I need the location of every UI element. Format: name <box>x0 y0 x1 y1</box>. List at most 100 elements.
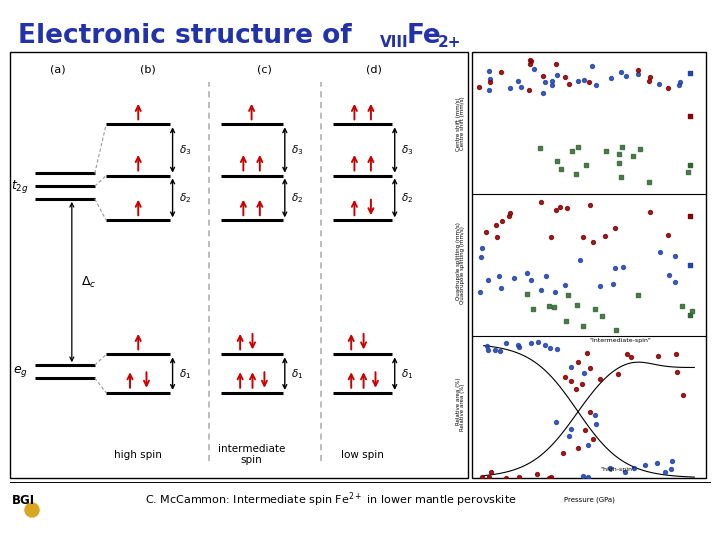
Point <box>515 83 526 91</box>
Point <box>474 253 486 261</box>
Point <box>523 60 535 69</box>
Point <box>485 75 496 83</box>
Point <box>512 76 523 85</box>
Point <box>559 373 571 381</box>
Point <box>665 464 677 473</box>
Point <box>513 472 524 481</box>
Point <box>504 209 516 218</box>
Point <box>651 458 662 467</box>
Point <box>512 341 523 349</box>
Point <box>684 69 696 78</box>
Text: $\delta_1$: $\delta_1$ <box>291 367 303 381</box>
Point <box>610 264 621 272</box>
Text: Centre shift (mm/s): Centre shift (mm/s) <box>460 96 465 150</box>
Point <box>481 228 492 237</box>
Point <box>670 350 682 359</box>
Point <box>584 201 595 210</box>
Point <box>639 461 651 469</box>
Text: $\Delta_c$: $\Delta_c$ <box>81 274 96 289</box>
Point <box>575 256 586 265</box>
Point <box>552 157 563 165</box>
Point <box>590 305 601 313</box>
Point <box>496 216 508 225</box>
Text: 2+: 2+ <box>438 35 462 50</box>
Point <box>588 238 599 247</box>
Point <box>609 224 621 232</box>
Point <box>629 463 640 472</box>
Circle shape <box>25 503 39 517</box>
Point <box>616 143 628 151</box>
Point <box>627 152 639 160</box>
Text: $e_g$: $e_g$ <box>13 364 27 379</box>
Text: "intermediate-spin": "intermediate-spin" <box>589 338 651 343</box>
Point <box>531 469 543 478</box>
Point <box>666 457 678 465</box>
Point <box>513 342 525 351</box>
Point <box>555 164 567 173</box>
Point <box>599 231 611 240</box>
Point <box>669 278 680 286</box>
Point <box>654 80 665 89</box>
Point <box>500 473 512 482</box>
Text: (b): (b) <box>140 64 156 74</box>
Point <box>589 411 600 420</box>
Point <box>572 143 584 152</box>
Point <box>540 272 552 280</box>
Point <box>482 346 494 354</box>
Text: Centre shift (mm/s): Centre shift (mm/s) <box>456 98 461 151</box>
Point <box>500 339 511 347</box>
Point <box>684 310 696 319</box>
Point <box>578 369 590 377</box>
Point <box>684 161 696 170</box>
Point <box>485 468 497 476</box>
Point <box>662 231 674 240</box>
Text: Relative area (%): Relative area (%) <box>456 377 461 425</box>
Point <box>525 56 536 65</box>
Point <box>606 73 617 82</box>
Point <box>559 72 571 81</box>
Point <box>652 352 663 361</box>
Text: $t_{2g}$: $t_{2g}$ <box>12 178 29 195</box>
Text: $\delta_3$: $\delta_3$ <box>291 143 303 157</box>
Text: $\delta_2$: $\delta_2$ <box>291 191 303 205</box>
Text: Quadrupole splitting (mm/s): Quadrupole splitting (mm/s) <box>456 222 461 300</box>
Point <box>625 353 636 361</box>
Point <box>474 83 485 92</box>
Point <box>572 77 583 85</box>
Text: Electronic structure of: Electronic structure of <box>18 23 361 49</box>
Point <box>504 84 516 92</box>
Point <box>557 449 569 458</box>
Point <box>561 204 572 212</box>
Point <box>551 60 562 69</box>
Point <box>508 274 520 282</box>
Point <box>594 375 606 383</box>
Point <box>485 77 496 86</box>
Point <box>632 70 644 78</box>
Point <box>617 262 629 271</box>
Point <box>672 80 684 89</box>
Point <box>546 77 557 86</box>
Point <box>577 472 589 481</box>
Point <box>677 390 688 399</box>
Point <box>525 338 536 347</box>
Point <box>604 464 616 472</box>
Point <box>572 358 584 367</box>
Point <box>594 281 606 290</box>
Point <box>586 62 598 71</box>
Text: (a): (a) <box>50 64 66 74</box>
Point <box>683 168 694 177</box>
Point <box>580 426 591 434</box>
Point <box>644 73 655 82</box>
Point <box>491 232 503 241</box>
Point <box>631 65 643 74</box>
Point <box>552 70 563 79</box>
Point <box>615 68 626 76</box>
Point <box>571 170 582 178</box>
Text: (d): (d) <box>366 64 382 74</box>
Point <box>587 434 598 443</box>
Point <box>539 78 550 86</box>
Point <box>613 149 624 158</box>
Point <box>562 291 574 300</box>
Point <box>566 376 577 385</box>
Point <box>644 178 655 187</box>
